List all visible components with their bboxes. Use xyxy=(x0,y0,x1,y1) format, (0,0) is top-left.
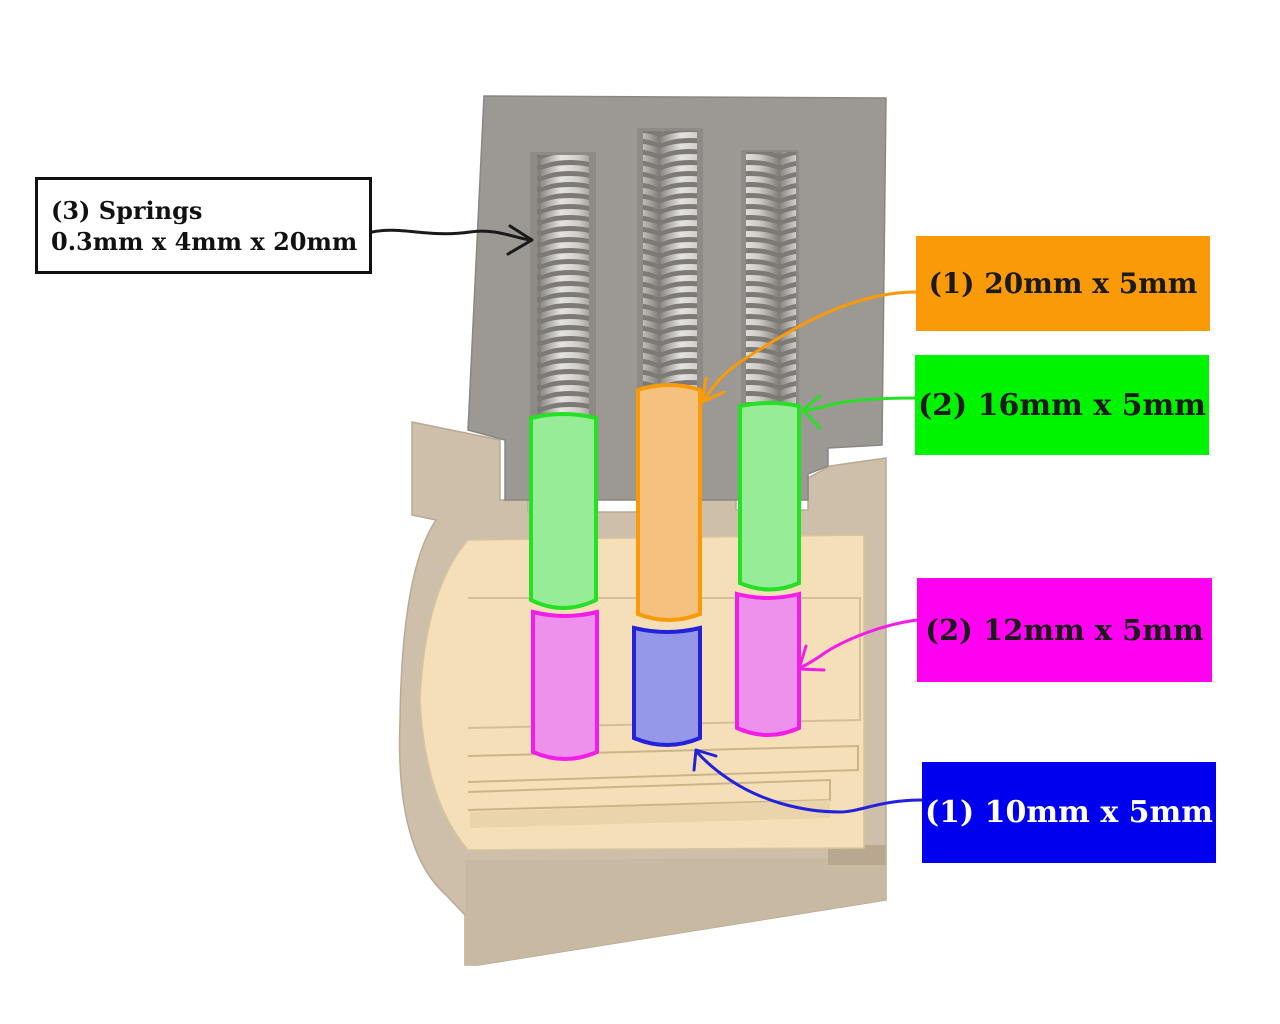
arrow-left-icon xyxy=(692,748,924,814)
pin-10mm-callout: (1) 10mm x 5mm xyxy=(922,762,1216,863)
housing-bottom-face xyxy=(465,858,886,965)
pin-pink-right xyxy=(735,591,801,737)
pin-16mm-callout: (2) 16mm x 5mm xyxy=(915,355,1209,455)
keyway-channel xyxy=(470,800,830,828)
spring-middle xyxy=(643,131,697,393)
pin-green-left xyxy=(529,412,598,610)
arrow-left-icon xyxy=(801,394,917,430)
driver-pins xyxy=(529,383,801,622)
spring-left xyxy=(537,155,589,417)
pin-12mm-callout-label: (2) 12mm x 5mm xyxy=(925,613,1204,647)
keyway-groove-lower xyxy=(467,778,831,811)
pin-10mm-callout-label: (1) 10mm x 5mm xyxy=(924,795,1214,830)
housing-step xyxy=(828,845,886,865)
pin-12mm-callout: (2) 12mm x 5mm xyxy=(917,578,1212,682)
pin-orange-middle xyxy=(636,383,702,622)
pin-20mm-callout: (1) 20mm x 5mm xyxy=(916,236,1210,331)
springs xyxy=(537,131,796,417)
spring-right xyxy=(746,152,796,410)
arrow-left-icon xyxy=(700,290,918,404)
pin-green-right xyxy=(738,401,801,592)
springs-callout: (3) Springs 0.3mm x 4mm x 20mm xyxy=(35,177,372,274)
pin-pink-left xyxy=(531,609,599,761)
arrow-left-icon xyxy=(797,618,919,672)
leader-arrows xyxy=(370,224,924,814)
springs-callout-line2: 0.3mm x 4mm x 20mm xyxy=(51,226,358,256)
key-pins xyxy=(531,591,801,761)
pin-20mm-callout-label: (1) 20mm x 5mm xyxy=(928,267,1198,300)
arrow-right-icon xyxy=(370,224,534,256)
pin-blue-middle xyxy=(632,625,702,747)
pin-16mm-callout-label: (2) 16mm x 5mm xyxy=(917,387,1207,423)
keyway-groove-middle xyxy=(467,744,859,783)
springs-callout-line1: (3) Springs xyxy=(51,195,203,225)
